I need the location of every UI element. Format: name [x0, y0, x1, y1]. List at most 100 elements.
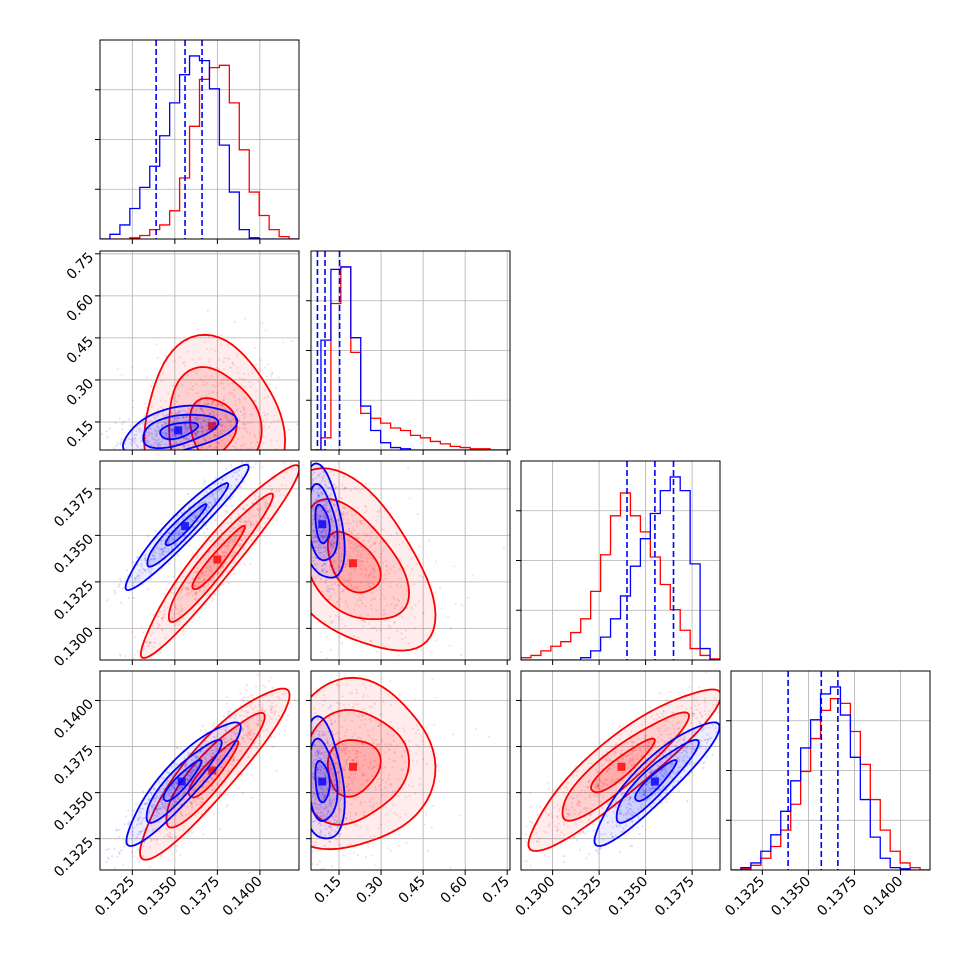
plot-area — [106, 461, 299, 660]
x-tick-label-2-0: 0.1300 — [512, 874, 558, 920]
grid-lines — [100, 251, 299, 450]
plot-area — [521, 671, 720, 868]
y-tick-label-1-3: 0.60 — [64, 292, 97, 325]
histogram — [100, 40, 299, 239]
panel-3-3 — [726, 670, 931, 875]
red-density-fill — [144, 334, 286, 450]
axes-frame — [520, 460, 721, 661]
x-tick-label-3-2: 0.1375 — [814, 874, 860, 920]
y-tick-label-1-1: 0.30 — [64, 376, 97, 409]
histogram-red-series — [311, 266, 510, 450]
grid-lines — [521, 671, 720, 870]
axes-frame — [520, 670, 721, 871]
blue-contour-2 — [146, 482, 230, 568]
blue-contour-2 — [311, 737, 339, 823]
red-contour-1 — [326, 530, 382, 594]
y-tick-label-1-2: 0.45 — [64, 334, 97, 367]
y-tick-label-2-2: 0.1350 — [51, 531, 97, 577]
blue-contour-2 — [145, 738, 223, 824]
panel-3-1 — [306, 670, 511, 875]
blue-contour-1 — [159, 421, 200, 441]
blue-density-fill — [311, 716, 345, 839]
red-contour-2 — [165, 711, 266, 829]
histogram — [731, 671, 930, 870]
blue-series — [101, 378, 270, 450]
axes-frame — [310, 460, 511, 661]
panel-3-2 — [516, 670, 721, 875]
x-tick-label-3-0: 0.1325 — [722, 874, 768, 920]
histogram-red-series — [521, 492, 720, 660]
red-series — [311, 671, 491, 870]
red-contour-3 — [143, 333, 287, 450]
blue-contour-1 — [634, 759, 678, 802]
blue-series — [311, 680, 352, 870]
blue-density-peak — [174, 426, 183, 435]
x-tick-label-1-2: 0.45 — [396, 874, 429, 907]
blue-series — [562, 704, 720, 864]
red-contour-3 — [139, 687, 291, 861]
panel-3-0 — [95, 670, 300, 875]
x-tick-label-3-3: 0.1400 — [860, 874, 906, 920]
blue-contour-3 — [593, 721, 720, 847]
red-contour-1 — [326, 739, 382, 798]
x-tick-label-0-0: 0.1325 — [92, 874, 138, 920]
axes-frame — [99, 39, 300, 240]
plot-area — [311, 671, 491, 870]
red-density-peak — [349, 559, 358, 568]
plot-area — [101, 309, 299, 450]
histogram-red-series — [731, 698, 930, 870]
blue-contour-1 — [164, 503, 208, 547]
y-tick-label-1-0: 0.15 — [64, 418, 97, 451]
red-contour-2 — [561, 711, 691, 822]
axes-frame — [99, 250, 300, 451]
y-tick-label-3-3: 0.1400 — [51, 696, 97, 742]
red-contour-2 — [168, 492, 274, 623]
y-tick-label-3-1: 0.1350 — [51, 788, 97, 834]
red-scatter-points — [521, 671, 720, 868]
blue-contour-3 — [121, 404, 239, 450]
blue-density-peak — [318, 777, 327, 786]
histogram — [521, 461, 720, 660]
x-tick-label-1-4: 0.75 — [480, 874, 513, 907]
red-density-peak — [208, 766, 217, 775]
x-tick-label-2-3: 0.1375 — [652, 874, 698, 920]
y-tick-label-3-0: 0.1325 — [51, 834, 97, 880]
red-contour-2 — [311, 498, 411, 620]
red-density-peak — [617, 762, 626, 771]
x-tick-label-0-3: 0.1400 — [220, 874, 266, 920]
plot-area — [105, 673, 297, 870]
blue-density-peak — [181, 522, 190, 531]
grid-lines — [311, 461, 510, 660]
red-contour-1 — [590, 737, 656, 794]
x-tick-label-2-2: 0.1350 — [605, 874, 651, 920]
grid-lines — [100, 461, 299, 660]
red-density-peak — [208, 422, 217, 431]
x-tick-label-0-1: 0.1350 — [135, 874, 181, 920]
red-scatter-points — [311, 671, 491, 870]
red-contour-2 — [168, 366, 263, 450]
red-contour-3 — [139, 464, 299, 659]
axes-frame — [730, 670, 931, 871]
panel-2-2 — [516, 460, 721, 665]
grid-lines — [311, 671, 510, 870]
blue-contour-3 — [311, 715, 346, 840]
panel-1-0 — [95, 250, 300, 455]
y-tick-label-3-2: 0.1375 — [51, 742, 97, 788]
red-density-fill — [311, 499, 410, 620]
panel-2-0 — [95, 460, 300, 665]
blue-density-peak — [318, 520, 327, 529]
histogram-blue-series — [521, 476, 720, 660]
x-tick-label-1-1: 0.30 — [354, 874, 387, 907]
red-contour-3 — [311, 467, 437, 652]
blue-contour-2 — [311, 482, 339, 562]
blue-series — [311, 461, 358, 623]
x-tick-label-1-3: 0.60 — [438, 874, 471, 907]
red-density-peak — [213, 555, 222, 564]
x-tick-label-3-1: 0.1350 — [768, 874, 814, 920]
blue-scatter-points — [311, 680, 352, 870]
x-tick-label-1-0: 0.15 — [312, 874, 345, 907]
panel-1-1 — [306, 250, 511, 455]
histogram-red-series — [100, 64, 299, 239]
histogram-blue-series — [311, 266, 510, 450]
